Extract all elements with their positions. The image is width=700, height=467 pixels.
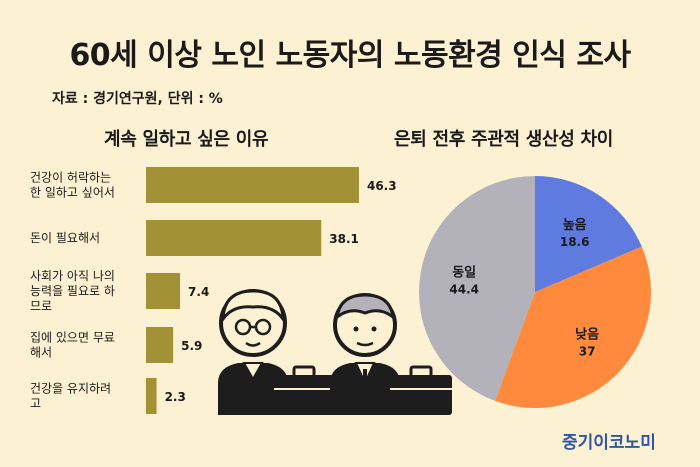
bar-category-label: 능력을 필요로 하 xyxy=(30,284,115,298)
worker-illustration xyxy=(218,289,452,415)
bar-0 xyxy=(146,167,359,203)
older-man-figure xyxy=(330,293,400,415)
bar-4 xyxy=(146,378,157,414)
pie-slice-1 xyxy=(495,246,652,408)
pie-slice-label: 높음 xyxy=(563,217,587,233)
bar-category-label: 건강을 유지하려 xyxy=(30,382,111,396)
bar-category-label: 집에 있으면 무료 xyxy=(30,331,115,345)
bar-category-label: 한 일하고 싶어서 xyxy=(30,186,115,200)
older-woman-figure xyxy=(218,289,288,415)
bar-category-label: 고 xyxy=(30,397,41,411)
bar-value-label: 38.1 xyxy=(329,232,359,246)
bar-category-label: 므로 xyxy=(30,299,52,313)
bar-3 xyxy=(146,327,174,363)
bar-value-label: 7.4 xyxy=(188,285,209,299)
bar-chart-title: 계속 일하고 싶은 이유 xyxy=(104,129,269,150)
pie-slice-value: 18.6 xyxy=(560,235,590,249)
bar-value-label: 5.9 xyxy=(181,339,202,353)
main-title: 60세 이상 노인 노동자의 노동환경 인식 조사 xyxy=(69,38,631,73)
pie-slice-2 xyxy=(419,176,535,401)
pie-chart: 높음 18.6 낮음 37 동일 44.4 xyxy=(419,176,652,408)
bar-value-label: 2.3 xyxy=(165,390,186,404)
pie-chart-title: 은퇴 전후 주관적 생산성 차이 xyxy=(394,129,613,150)
bar-category-label: 해서 xyxy=(30,346,52,360)
source-note: 자료 : 경기연구원, 단위 : % xyxy=(52,91,223,107)
pie-slice-0 xyxy=(535,176,642,292)
briefcase-icon xyxy=(274,365,334,415)
bar-category-label: 돈이 필요해서 xyxy=(30,231,100,245)
brand-logo: 중기이코노미 xyxy=(562,433,656,453)
bar-2 xyxy=(146,273,181,309)
briefcase-icon-2 xyxy=(390,365,452,415)
pie-slice-label: 동일 xyxy=(452,265,476,280)
pie-slice-label: 낮음 xyxy=(575,327,599,343)
pie-slice-value: 37 xyxy=(579,345,596,359)
bar-category-label: 사회가 아직 나의 xyxy=(30,269,115,283)
bar-value-label: 46.3 xyxy=(367,179,397,193)
bar-category-label: 건강이 허락하는 xyxy=(30,171,111,185)
pie-slice-value: 44.4 xyxy=(449,282,479,296)
bar-1 xyxy=(146,220,322,256)
